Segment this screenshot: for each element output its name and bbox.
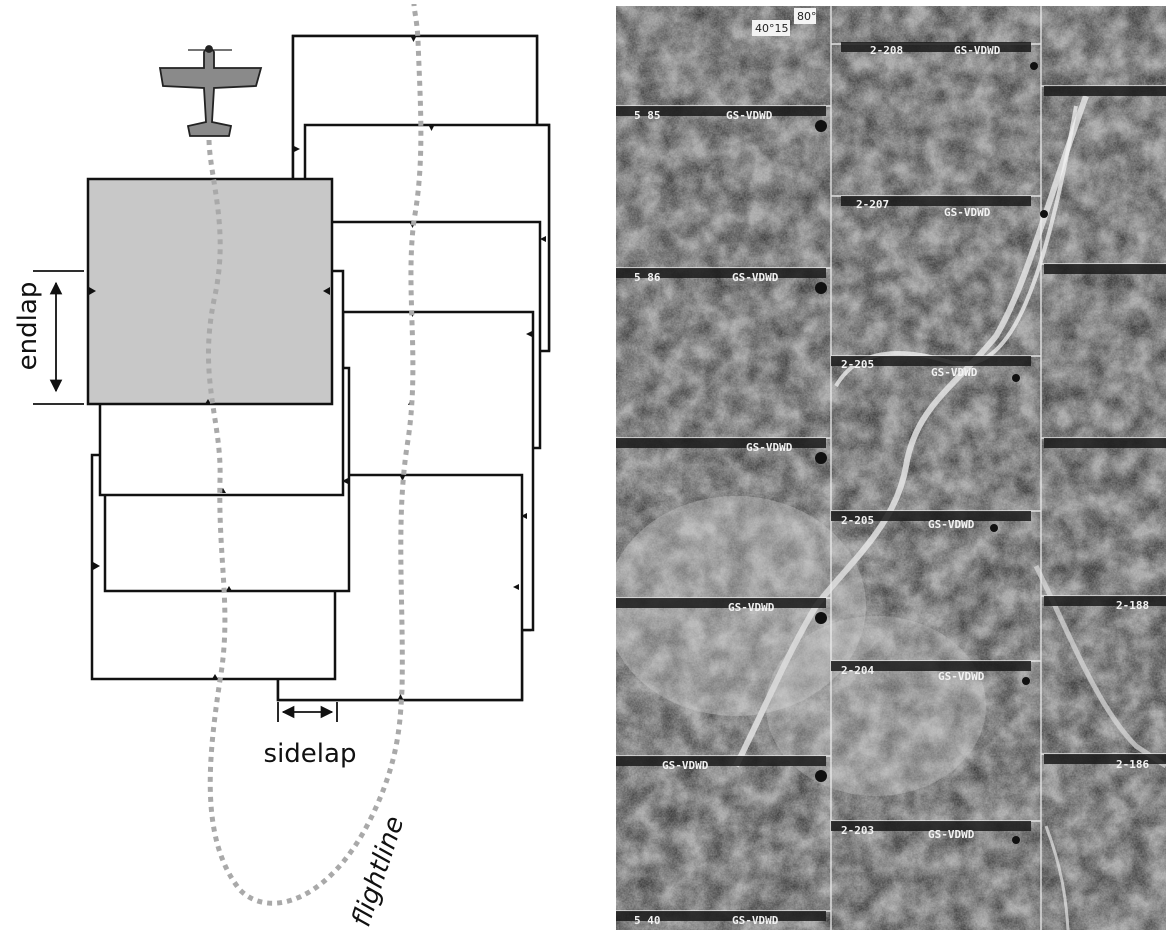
project-code: GS-VDWD	[726, 109, 773, 122]
longitude-label: 80°	[797, 10, 817, 23]
endlap-label: endlap	[13, 282, 43, 371]
aerial-overlap-diagram: endlap sidelap flightline	[13, 3, 551, 931]
frame-id: 2-204	[841, 664, 874, 677]
frame-id: 2-188	[1116, 599, 1149, 612]
right-strip-labels: 2-188 2-186	[1044, 86, 1166, 771]
aerial-photo-mosaic: 40°15 80° 2-208 GS-VDWD 2-207 GS-VDWD 2-…	[616, 6, 1166, 930]
project-code: GS-VDWD	[928, 828, 975, 841]
frame-id: 2-205	[841, 358, 874, 371]
river	[733, 94, 1089, 768]
frame-id: 5 85	[634, 109, 661, 122]
sidelap-dimension	[277, 702, 338, 722]
frame-id: 2-207	[856, 198, 889, 211]
project-code: GS-VDWD	[944, 206, 991, 219]
latitude-label: 40°15	[755, 22, 789, 35]
sidelap-label: sidelap	[264, 739, 357, 769]
project-code: GS-VDWD	[928, 518, 975, 531]
left-strip-labels: 5 85 GS-VDWD 5 86 GS-VDWD GS-VDWD GS-VDW…	[616, 106, 826, 927]
project-code: GS-VDWD	[732, 271, 779, 284]
project-code: GS-VDWD	[732, 914, 779, 927]
project-code: GS-VDWD	[931, 366, 978, 379]
project-code: GS-VDWD	[746, 441, 793, 454]
frame-id: 2-208	[870, 44, 903, 57]
frame-id: 5 86	[634, 271, 661, 284]
project-code: GS-VDWD	[954, 44, 1001, 57]
airplane-icon	[158, 45, 263, 137]
frame-id: 2-186	[1116, 758, 1149, 771]
endlap-dimension	[33, 270, 84, 405]
frame-id: 5 40	[634, 914, 661, 927]
fiducial-clips	[815, 62, 1048, 844]
flightline-label: flightline	[346, 813, 410, 931]
frame-id: 2-203	[841, 824, 874, 837]
project-code: GS-VDWD	[662, 759, 709, 772]
center-strip-labels: 2-208 GS-VDWD 2-207 GS-VDWD 2-205 GS-VDW…	[831, 42, 1031, 841]
project-code: GS-VDWD	[938, 670, 985, 683]
project-code: GS-VDWD	[728, 601, 775, 614]
frame-id: 2-205	[841, 514, 874, 527]
highlighted-photo	[86, 177, 334, 406]
